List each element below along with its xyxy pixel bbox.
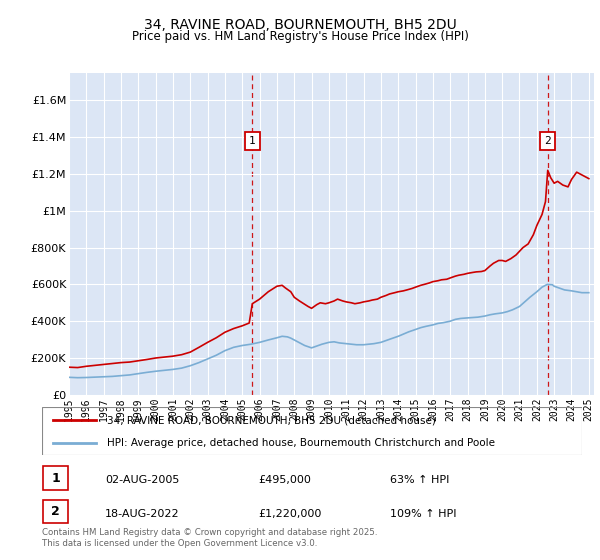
Text: HPI: Average price, detached house, Bournemouth Christchurch and Poole: HPI: Average price, detached house, Bour… <box>107 438 495 448</box>
Text: 34, RAVINE ROAD, BOURNEMOUTH, BH5 2DU (detached house): 34, RAVINE ROAD, BOURNEMOUTH, BH5 2DU (d… <box>107 416 436 426</box>
Text: £1,220,000: £1,220,000 <box>258 509 322 519</box>
Text: 18-AUG-2022: 18-AUG-2022 <box>105 509 179 519</box>
Text: £495,000: £495,000 <box>258 475 311 486</box>
Text: 2: 2 <box>51 505 60 518</box>
Text: 34, RAVINE ROAD, BOURNEMOUTH, BH5 2DU: 34, RAVINE ROAD, BOURNEMOUTH, BH5 2DU <box>143 18 457 32</box>
Text: 63% ↑ HPI: 63% ↑ HPI <box>390 475 449 486</box>
Text: Contains HM Land Registry data © Crown copyright and database right 2025.
This d: Contains HM Land Registry data © Crown c… <box>42 528 377 548</box>
Text: 02-AUG-2005: 02-AUG-2005 <box>105 475 179 486</box>
Text: 1: 1 <box>249 136 256 146</box>
Text: 2: 2 <box>544 136 551 146</box>
Text: 109% ↑ HPI: 109% ↑ HPI <box>390 509 457 519</box>
Text: Price paid vs. HM Land Registry's House Price Index (HPI): Price paid vs. HM Land Registry's House … <box>131 30 469 43</box>
Text: 1: 1 <box>51 472 60 484</box>
